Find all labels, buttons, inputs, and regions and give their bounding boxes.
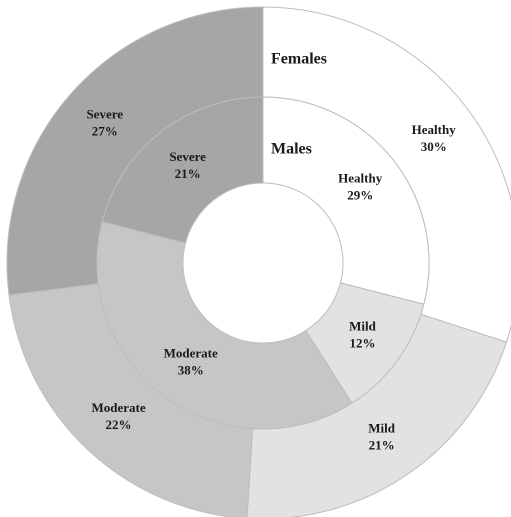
category-label: Healthy: [412, 122, 457, 137]
series-name: Females: [271, 51, 327, 68]
slice-label: Moderate 22%: [91, 400, 145, 432]
value-label: 21%: [175, 166, 201, 181]
value-label: 30%: [421, 139, 447, 154]
slice-label: Severe 21%: [169, 149, 206, 181]
value-label: 29%: [347, 188, 373, 203]
category-label: Mild: [368, 420, 395, 435]
category-label: Moderate: [91, 400, 145, 415]
slice-label: Severe 27%: [86, 106, 123, 138]
category-label: Severe: [86, 106, 123, 121]
value-label: 22%: [106, 417, 132, 432]
slice-label: Healthy 30%: [412, 122, 457, 154]
category-label: Severe: [169, 149, 206, 164]
value-label: 12%: [350, 335, 376, 350]
category-label: Healthy: [338, 171, 383, 186]
value-label: 38%: [178, 362, 204, 377]
value-label: 21%: [369, 437, 395, 452]
slice: [262, 96, 430, 305]
slice: [101, 96, 264, 244]
value-label: 27%: [92, 123, 118, 138]
series-name: Males: [271, 141, 312, 158]
slice-label: Mild 12%: [349, 318, 376, 350]
slice: [96, 221, 353, 430]
category-label: Mild: [349, 318, 376, 333]
slice-label: Healthy 29%: [338, 171, 383, 203]
category-label: Moderate: [164, 345, 218, 360]
slice-label: Moderate 38%: [164, 345, 218, 377]
slice-label: Mild 21%: [368, 420, 395, 452]
